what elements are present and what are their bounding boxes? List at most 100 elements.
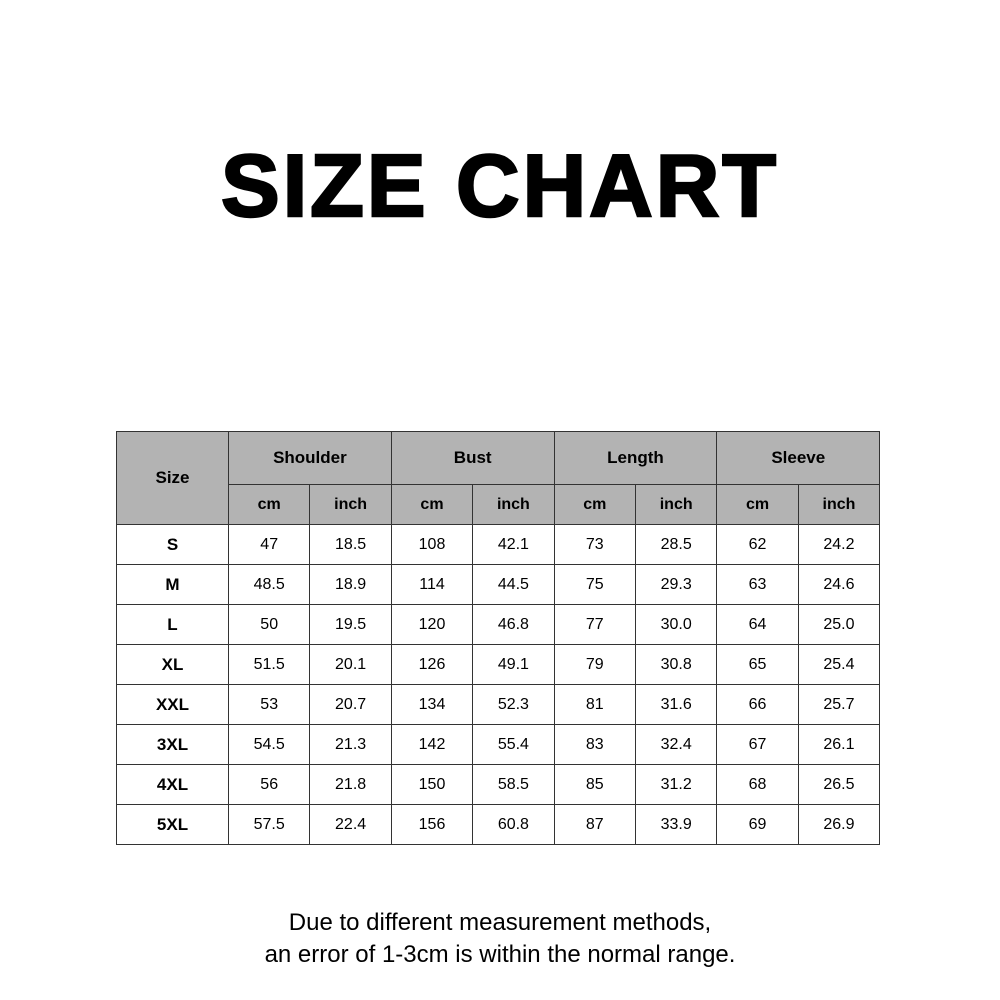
value-cell: 81	[553, 684, 636, 725]
value-cell: 42.1	[472, 524, 555, 565]
size-cell: 5XL	[116, 804, 229, 845]
value-cell: 75	[553, 564, 636, 605]
value-cell: 29.3	[634, 564, 718, 605]
value-cell: 50	[227, 604, 311, 645]
value-cell: 48.5	[227, 564, 311, 605]
group-header-shoulder: Shoulder	[228, 431, 392, 485]
group-header-sleeve: Sleeve	[716, 431, 881, 485]
value-cell: 83	[553, 724, 636, 765]
value-cell: 18.9	[309, 564, 392, 605]
measurement-note: Due to different measurement methods, an…	[0, 907, 1000, 971]
value-cell: 58.5	[472, 764, 555, 805]
size-cell: XXL	[116, 684, 229, 725]
value-cell: 64	[716, 604, 799, 645]
value-cell: 68	[716, 764, 799, 805]
value-cell: 19.5	[309, 604, 392, 645]
header-row-units: cm inch cm inch cm inch cm inch	[117, 484, 881, 525]
value-cell: 25.4	[797, 644, 881, 685]
size-cell: 4XL	[116, 764, 229, 805]
value-cell: 24.6	[797, 564, 881, 605]
value-cell: 20.7	[309, 684, 392, 725]
size-cell: L	[116, 604, 229, 645]
size-chart-table: Size Shoulder Bust Length Sleeve cm inch cm in…	[116, 431, 881, 845]
unit-header-inch: inch	[634, 484, 718, 525]
note-line-1: Due to different measurement methods,	[288, 909, 712, 936]
value-cell: 26.9	[797, 804, 881, 845]
unit-header-cm: cm	[390, 484, 474, 525]
table-row: M 48.5 18.9 114 44.5 75 29.3 63 24.6	[116, 564, 881, 605]
value-cell: 31.6	[634, 684, 718, 725]
table-row: L 50 19.5 120 46.8 77 30.0 64 25.0	[116, 604, 881, 645]
value-cell: 26.5	[797, 764, 881, 805]
value-cell: 30.8	[634, 644, 718, 685]
value-cell: 77	[553, 604, 636, 645]
value-cell: 55.4	[472, 724, 555, 765]
value-cell: 51.5	[227, 644, 311, 685]
value-cell: 62	[716, 524, 799, 565]
value-cell: 63	[716, 564, 799, 605]
table-row: 4XL 56 21.8 150 58.5 85 31.2 68 26.5	[116, 764, 881, 805]
value-cell: 73	[553, 524, 636, 565]
value-cell: 60.8	[472, 804, 555, 845]
table-row: S 47 18.5 108 42.1 73 28.5 62 24.2	[116, 524, 881, 565]
size-cell: M	[116, 564, 229, 605]
unit-header-inch: inch	[309, 484, 392, 525]
table-row: 5XL 57.5 22.4 156 60.8 87 33.9 69 26.9	[116, 804, 881, 845]
value-cell: 56	[227, 764, 311, 805]
table-row: 3XL 54.5 21.3 142 55.4 83 32.4 67 26.1	[116, 724, 881, 765]
value-cell: 26.1	[797, 724, 881, 765]
value-cell: 31.2	[634, 764, 718, 805]
value-cell: 21.8	[309, 764, 392, 805]
value-cell: 142	[390, 724, 474, 765]
value-cell: 57.5	[227, 804, 311, 845]
table-row: XXL 53 20.7 134 52.3 81 31.6 66 25.7	[116, 684, 881, 725]
value-cell: 18.5	[309, 524, 392, 565]
size-cell: 3XL	[116, 724, 229, 765]
value-cell: 65	[716, 644, 799, 685]
page-title: SIZE CHART	[220, 135, 779, 237]
value-cell: 30.0	[634, 604, 718, 645]
value-cell: 54.5	[227, 724, 311, 765]
table-row: XL 51.5 20.1 126 49.1 79 30.8 65 25.4	[116, 644, 881, 685]
value-cell: 150	[390, 764, 474, 805]
unit-header-inch: inch	[472, 484, 555, 525]
value-cell: 108	[390, 524, 474, 565]
value-cell: 33.9	[634, 804, 718, 845]
note-line-2: an error of 1-3cm is within the normal r…	[264, 941, 736, 968]
value-cell: 24.2	[797, 524, 881, 565]
value-cell: 156	[390, 804, 474, 845]
value-cell: 79	[553, 644, 636, 685]
unit-header-cm: cm	[227, 484, 311, 525]
value-cell: 21.3	[309, 724, 392, 765]
value-cell: 67	[716, 724, 799, 765]
value-cell: 87	[553, 804, 636, 845]
value-cell: 47	[227, 524, 311, 565]
value-cell: 28.5	[634, 524, 718, 565]
value-cell: 52.3	[472, 684, 555, 725]
value-cell: 85	[553, 764, 636, 805]
size-cell: S	[116, 524, 229, 565]
value-cell: 126	[390, 644, 474, 685]
size-cell: XL	[116, 644, 229, 685]
value-cell: 20.1	[309, 644, 392, 685]
value-cell: 66	[716, 684, 799, 725]
value-cell: 53	[227, 684, 311, 725]
size-header: Size	[116, 431, 229, 525]
value-cell: 120	[390, 604, 474, 645]
unit-header-cm: cm	[716, 484, 799, 525]
value-cell: 32.4	[634, 724, 718, 765]
value-cell: 49.1	[472, 644, 555, 685]
value-cell: 25.7	[797, 684, 881, 725]
header-row-groups: Size Shoulder Bust Length Sleeve	[116, 431, 881, 525]
value-cell: 134	[390, 684, 474, 725]
group-header-bust: Bust	[390, 431, 555, 485]
unit-header-cm: cm	[553, 484, 636, 525]
value-cell: 69	[716, 804, 799, 845]
value-cell: 46.8	[472, 604, 555, 645]
value-cell: 25.0	[797, 604, 881, 645]
value-cell: 22.4	[309, 804, 392, 845]
value-cell: 44.5	[472, 564, 555, 605]
unit-header-inch: inch	[797, 484, 881, 525]
value-cell: 114	[390, 564, 474, 605]
group-header-length: Length	[553, 431, 718, 485]
